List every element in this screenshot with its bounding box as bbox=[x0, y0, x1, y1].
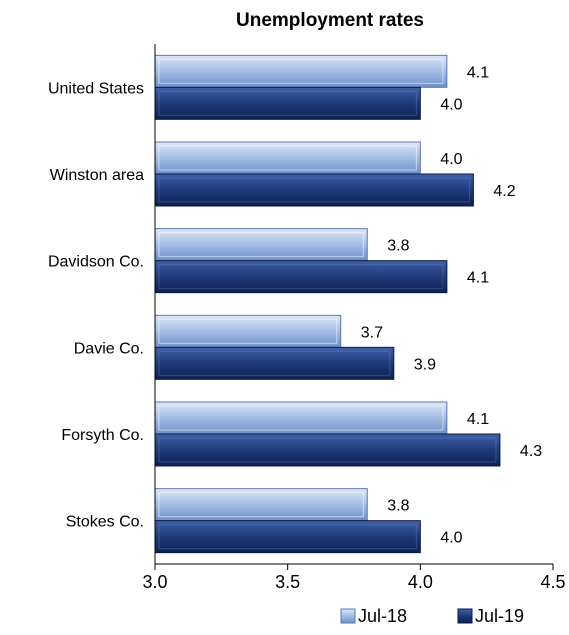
bar-bevel bbox=[158, 350, 391, 376]
bar-jul-18 bbox=[154, 401, 448, 435]
bar-bevel bbox=[158, 524, 417, 550]
bar-bevel bbox=[158, 58, 444, 84]
bar-jul-18 bbox=[154, 228, 368, 262]
bar-jul-19 bbox=[154, 86, 421, 120]
x-tick-label: 4.5 bbox=[540, 572, 565, 592]
category-label: Davie Co. bbox=[74, 340, 144, 357]
category-label: United States bbox=[48, 80, 144, 97]
bar-jul-19 bbox=[154, 433, 501, 467]
category-label: Forsyth Co. bbox=[61, 427, 144, 444]
data-label: 4.1 bbox=[467, 411, 489, 428]
bar-jul-18 bbox=[154, 314, 342, 348]
bar-jul-19 bbox=[154, 173, 474, 207]
data-label: 3.8 bbox=[387, 498, 409, 515]
bar-jul-19 bbox=[154, 520, 421, 554]
bar-jul-18 bbox=[154, 488, 368, 522]
bar-bevel bbox=[158, 318, 338, 344]
x-tick-label: 4.0 bbox=[408, 572, 433, 592]
data-label: 4.0 bbox=[440, 530, 462, 547]
legend-label: Jul-19 bbox=[475, 606, 524, 626]
data-label: 4.3 bbox=[520, 443, 542, 460]
plot-area: United States 4.1 4.0 Winston area 4.0 4.2 Dav… bbox=[48, 44, 566, 592]
data-label: 4.0 bbox=[440, 151, 462, 168]
bar-bevel bbox=[158, 437, 497, 463]
legend: Jul-18 Jul-19 bbox=[340, 606, 524, 626]
x-tick-label: 3.5 bbox=[275, 572, 300, 592]
data-label: 4.2 bbox=[493, 183, 515, 200]
data-label: 4.0 bbox=[440, 96, 462, 113]
category-label: Stokes Co. bbox=[66, 514, 144, 531]
category-label: Winston area bbox=[50, 167, 144, 184]
bar-jul-18 bbox=[154, 54, 448, 88]
legend-swatch-jul-19 bbox=[457, 608, 473, 624]
bar-jul-19 bbox=[154, 260, 448, 294]
legend-swatch-jul-18 bbox=[340, 608, 356, 624]
bar-bevel bbox=[158, 232, 364, 258]
data-label: 3.7 bbox=[361, 324, 383, 341]
bar-bevel bbox=[158, 145, 417, 171]
chart-title: Unemployment rates bbox=[236, 10, 424, 31]
bar-jul-19 bbox=[154, 346, 395, 380]
data-label: 4.1 bbox=[467, 270, 489, 287]
bar-jul-18 bbox=[154, 141, 421, 175]
bar-bevel bbox=[158, 405, 444, 431]
bar-bevel bbox=[158, 177, 470, 203]
data-label: 4.1 bbox=[467, 64, 489, 81]
bar-bevel bbox=[158, 90, 417, 116]
x-tick-label: 3.0 bbox=[142, 572, 167, 592]
legend-label: Jul-18 bbox=[358, 606, 407, 626]
bar-bevel bbox=[158, 492, 364, 518]
bar-bevel bbox=[158, 264, 444, 290]
data-label: 3.8 bbox=[387, 238, 409, 255]
data-label: 3.9 bbox=[414, 356, 436, 373]
category-label: Davidson Co. bbox=[48, 254, 144, 271]
